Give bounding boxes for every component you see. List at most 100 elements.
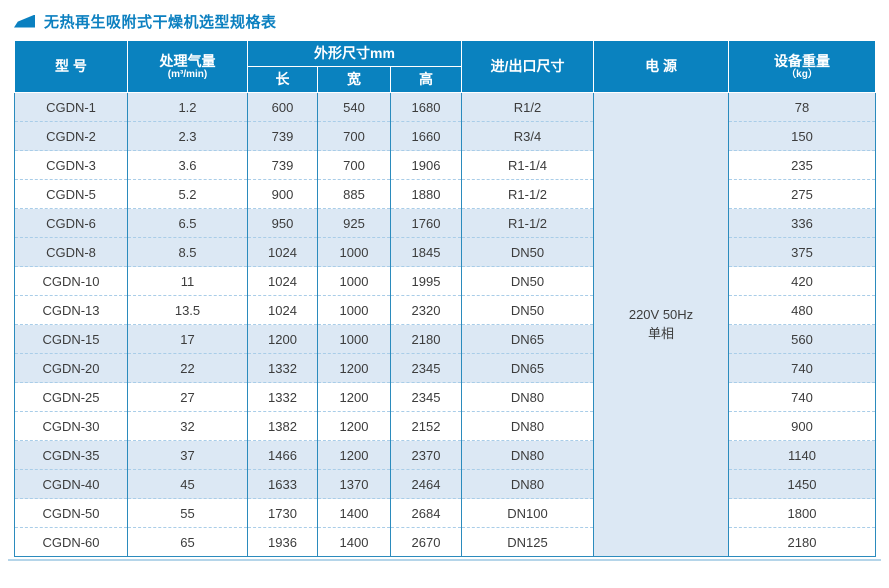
cell-port: DN125: [461, 527, 595, 557]
header-height: 高: [389, 66, 463, 93]
cell-port: DN50: [461, 266, 595, 296]
cell-length: 900: [247, 179, 318, 209]
cell-port: DN65: [461, 353, 595, 383]
header-flow: 处理气量 (m³/min): [127, 40, 248, 93]
cell-length: 600: [247, 92, 318, 122]
title-bar: 无热再生吸附式干燥机选型规格表: [14, 11, 875, 31]
cell-port: R1-1/4: [461, 150, 595, 180]
cell-weight: 480: [728, 295, 877, 325]
header-width: 宽: [317, 66, 391, 93]
cell-weight: 900: [728, 411, 877, 441]
header-dimensions: 外形尺寸mm: [246, 40, 463, 67]
cell-weight: 560: [728, 324, 877, 354]
cell-length: 1024: [247, 295, 318, 325]
cell-flow: 1.2: [127, 92, 248, 122]
cell-weight: 2180: [728, 527, 877, 557]
header-dimensions-label: 外形尺寸mm: [314, 45, 395, 62]
cell-port: DN80: [461, 440, 595, 470]
cell-weight: 1800: [728, 498, 877, 528]
cell-height: 1995: [390, 266, 463, 296]
table-row: CGDN-50 55 1730 1400 2684 DN100 1800: [14, 498, 877, 528]
cell-length: 1382: [247, 411, 318, 441]
table-row: CGDN-25 27 1332 1200 2345 DN80 740: [14, 382, 877, 412]
cell-height: 2670: [390, 527, 463, 557]
cell-height: 1660: [390, 121, 463, 151]
cell-flow: 13.5: [127, 295, 248, 325]
page-title: 无热再生吸附式干燥机选型规格表: [44, 13, 277, 31]
cell-flow: 6.5: [127, 208, 248, 238]
power-line-2: 单相: [648, 325, 675, 341]
cell-port: DN65: [461, 324, 595, 354]
table-row: CGDN-30 32 1382 1200 2152 DN80 900: [14, 411, 877, 441]
page: 无热再生吸附式干燥机选型规格表 型 号 处理气量 (m³/min): [8, 11, 881, 561]
cell-model: CGDN-30: [14, 411, 128, 441]
cell-height: 2345: [390, 382, 463, 412]
table-row: CGDN-3 3.6 739 700 1906 R1-1/4 235: [14, 150, 877, 180]
cell-model: CGDN-35: [14, 440, 128, 470]
cell-length: 1936: [247, 527, 318, 557]
header-height-label: 高: [419, 71, 433, 88]
table-row: CGDN-15 17 1200 1000 2180 DN65 560: [14, 324, 877, 354]
cell-port: DN50: [461, 237, 595, 267]
cell-height: 1760: [390, 208, 463, 238]
bottom-rule: [8, 559, 881, 561]
header-port-label: 进/出口尺寸: [490, 58, 565, 75]
cell-height: 1880: [390, 179, 463, 209]
cell-model: CGDN-2: [14, 121, 128, 151]
header-length-label: 长: [275, 71, 290, 88]
cell-flow: 45: [127, 469, 248, 499]
cell-width: 540: [317, 92, 391, 122]
table-row: CGDN-60 65 1936 1400 2670 DN125 2180: [14, 527, 877, 557]
cell-weight: 235: [728, 150, 877, 180]
cell-height: 1680: [390, 92, 463, 122]
header-flow-unit: (m³/min): [167, 68, 208, 80]
header-model-label: 型 号: [55, 58, 87, 75]
cell-flow: 8.5: [127, 237, 248, 267]
cell-model: CGDN-3: [14, 150, 128, 180]
header-model: 型 号: [14, 40, 128, 93]
cell-model: CGDN-25: [14, 382, 128, 412]
cell-width: 1200: [317, 382, 391, 412]
cell-height: 1906: [390, 150, 463, 180]
cell-model: CGDN-20: [14, 353, 128, 383]
cell-width: 925: [317, 208, 391, 238]
table-row: CGDN-40 45 1633 1370 2464 DN80 1450: [14, 469, 877, 499]
cell-width: 700: [317, 121, 391, 151]
cell-port: R3/4: [461, 121, 595, 151]
table-row: CGDN-10 11 1024 1000 1995 DN50 420: [14, 266, 877, 296]
cell-port: R1/2: [461, 92, 595, 122]
cell-model: CGDN-1: [14, 92, 128, 122]
cell-flow: 55: [127, 498, 248, 528]
header-width-label: 宽: [347, 71, 361, 88]
cell-weight: 150: [728, 121, 877, 151]
cell-model: CGDN-6: [14, 208, 128, 238]
cell-length: 739: [247, 150, 318, 180]
cell-height: 2152: [390, 411, 463, 441]
cell-length: 739: [247, 121, 318, 151]
cell-model: CGDN-5: [14, 179, 128, 209]
table-row: CGDN-35 37 1466 1200 2370 DN80 1140: [14, 440, 877, 470]
cell-model: CGDN-8: [14, 237, 128, 267]
cell-width: 1200: [317, 353, 391, 383]
cell-weight: 1140: [728, 440, 877, 470]
table-body: CGDN-1 1.2 600 540 1680 R1/2 220V 50Hz 单相 78 CGDN…: [14, 92, 877, 557]
cell-port: DN80: [461, 382, 595, 412]
cell-height: 1845: [390, 237, 463, 267]
header-weight: 设备重量 （kg）: [728, 40, 877, 93]
cell-width: 1000: [317, 295, 391, 325]
table-row: CGDN-6 6.5 950 925 1760 R1-1/2 336: [14, 208, 877, 238]
cell-weight: 740: [728, 382, 877, 412]
power-line-1: 220V 50Hz: [628, 306, 694, 322]
cell-length: 1633: [247, 469, 318, 499]
cell-model: CGDN-40: [14, 469, 128, 499]
header-power-label: 电 源: [645, 58, 677, 75]
cell-port: R1-1/2: [461, 208, 595, 238]
cell-length: 1024: [247, 237, 318, 267]
cell-port: R1-1/2: [461, 179, 595, 209]
cell-length: 1332: [247, 382, 318, 412]
table-head: 型 号 处理气量 (m³/min) 外形尺寸mm 进/出口尺寸 电 源 设备重量: [14, 40, 877, 93]
cell-width: 1200: [317, 440, 391, 470]
cell-port: DN80: [461, 411, 595, 441]
cell-width: 1400: [317, 498, 391, 528]
cell-weight: 375: [728, 237, 877, 267]
